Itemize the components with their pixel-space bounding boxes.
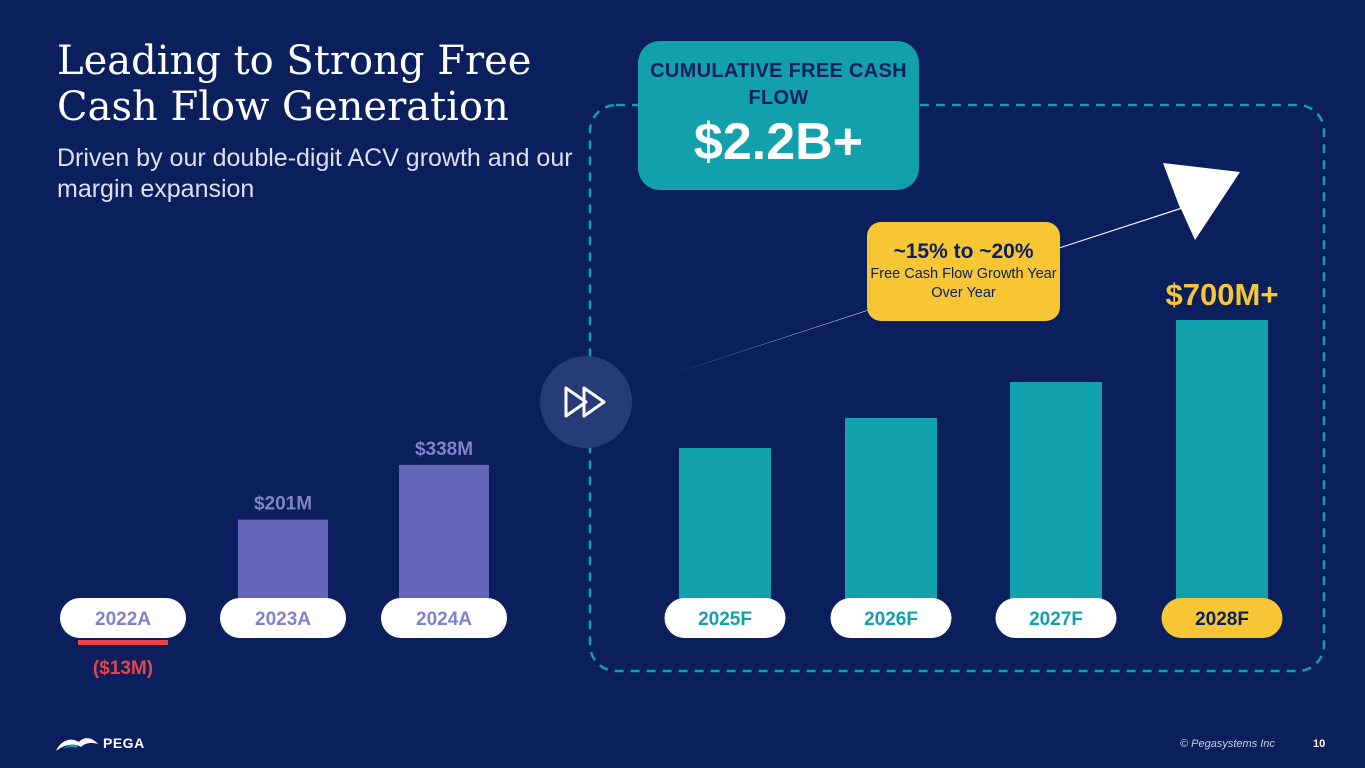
labels-group: 2022A ($13M) 2023A $201M 2024A $338M 2025F 2026…	[60, 277, 1283, 679]
slide-subtitle: Driven by our double-digit ACV growth an…	[57, 144, 573, 203]
value-label-2028f: $700M+	[1166, 277, 1279, 312]
category-label-2025f: 2025F	[698, 609, 752, 630]
value-label-2024a: $338M	[415, 439, 473, 460]
bar-2026f	[845, 418, 937, 600]
category-pill-2026f	[830, 598, 952, 638]
category-pill-2024a	[381, 598, 507, 638]
bar-2025f	[679, 448, 771, 600]
category-label-2022a: 2022A	[95, 609, 151, 630]
category-pill-2028f	[1161, 598, 1283, 638]
category-pill-2023a	[220, 598, 346, 638]
category-label-2028f: 2028F	[1195, 609, 1249, 630]
callout-label: CUMULATIVE FREE CASH FLOW	[650, 60, 907, 109]
bar-2027f	[1010, 382, 1102, 600]
logo-text: PEGA	[103, 735, 145, 751]
growth-label: Free Cash Flow Growth Year Over Year	[870, 266, 1057, 301]
growth-value: ~15% to ~20%	[893, 240, 1034, 263]
slide-title: Leading to Strong Free Cash Flow Generat…	[57, 38, 532, 130]
value-label-2022a: ($13M)	[93, 658, 153, 679]
category-pill-2027f	[995, 598, 1117, 638]
pega-logo: PEGA	[55, 734, 145, 752]
bar-2022a	[78, 640, 168, 645]
bars-group	[78, 320, 1268, 645]
cumulative-fcf-callout: CUMULATIVE FREE CASH FLOW $2.2B+	[638, 41, 919, 190]
category-pill-2025f	[664, 598, 786, 638]
page-number: 10	[1313, 738, 1326, 750]
pega-logo-icon	[56, 738, 98, 751]
category-pill-2022a	[60, 598, 186, 638]
fast-forward-icon	[540, 356, 632, 448]
callout-value: $2.2B+	[693, 113, 864, 171]
fcf-growth-callout: ~15% to ~20% Free Cash Flow Growth Year …	[867, 222, 1060, 321]
growth-trend-arrow-icon	[672, 163, 1240, 374]
bar-2028f	[1176, 320, 1268, 600]
value-label-2023a: $201M	[254, 494, 312, 515]
category-label-2023a: 2023A	[255, 609, 311, 630]
copyright-text: © Pegasystems Inc	[1180, 738, 1275, 750]
category-label-2026f: 2026F	[864, 609, 918, 630]
category-label-2027f: 2027F	[1029, 609, 1083, 630]
category-label-2024a: 2024A	[416, 609, 472, 630]
bar-2023a	[238, 519, 328, 600]
bar-2024a	[399, 464, 489, 600]
